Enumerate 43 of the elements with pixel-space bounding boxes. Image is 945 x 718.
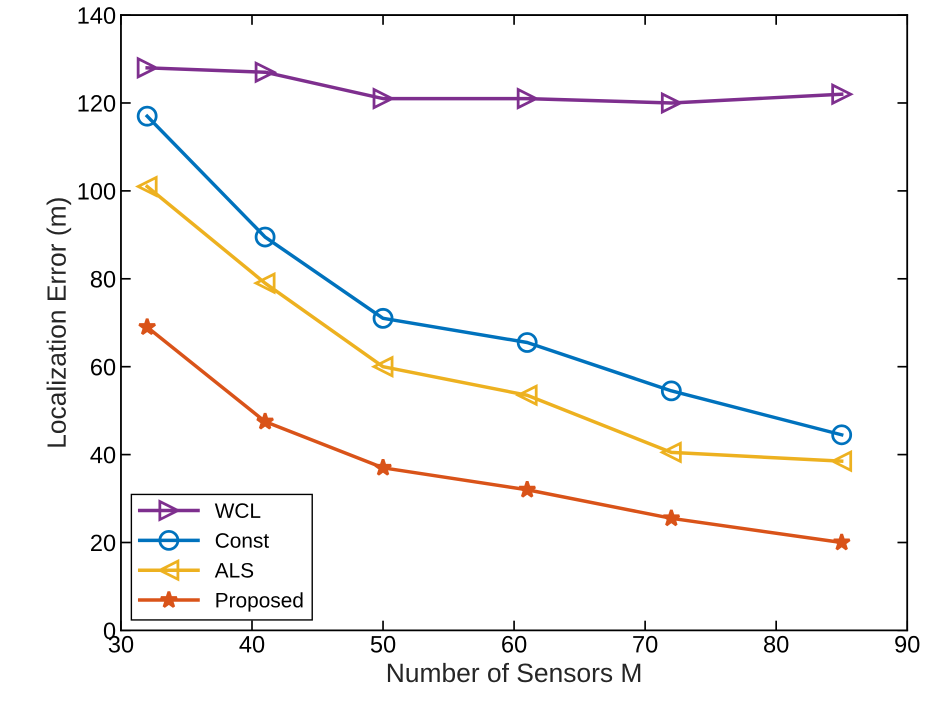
y-tick-label: 60 bbox=[91, 358, 116, 376]
y-axis-title: Localization Error (m) bbox=[46, 198, 72, 447]
legend-label: Proposed bbox=[216, 592, 303, 612]
point bbox=[831, 424, 852, 446]
point bbox=[516, 88, 538, 110]
point bbox=[138, 317, 156, 336]
point bbox=[662, 508, 681, 526]
x-tick-label: 70 bbox=[633, 636, 658, 653]
point bbox=[256, 412, 274, 430]
point bbox=[372, 88, 394, 110]
point bbox=[372, 356, 394, 378]
point bbox=[831, 84, 852, 105]
point bbox=[831, 450, 852, 472]
point bbox=[372, 308, 394, 329]
point bbox=[254, 62, 276, 83]
legend-label: ALS bbox=[214, 562, 254, 578]
point bbox=[136, 106, 158, 127]
y-tick-label: 100 bbox=[78, 182, 116, 200]
y-tick-label: 40 bbox=[90, 446, 116, 464]
x-tick-label: 90 bbox=[895, 636, 920, 653]
point bbox=[660, 92, 682, 114]
point bbox=[660, 380, 682, 402]
y-tick-label: 140 bbox=[78, 7, 116, 24]
point bbox=[660, 442, 682, 463]
x-tick-label: 40 bbox=[239, 636, 264, 653]
point bbox=[516, 332, 538, 353]
y-tick-label: 120 bbox=[78, 95, 116, 112]
point bbox=[136, 57, 158, 78]
point bbox=[832, 532, 851, 551]
x-axis-title: Number of Sensors M bbox=[388, 662, 640, 682]
point bbox=[254, 272, 276, 294]
legend-label: Const bbox=[216, 533, 269, 548]
x-tick-label: 60 bbox=[502, 636, 526, 653]
point bbox=[136, 176, 158, 197]
x-tick-label: 80 bbox=[764, 636, 788, 653]
point bbox=[374, 458, 392, 476]
point bbox=[518, 480, 536, 498]
x-tick-label: 50 bbox=[370, 636, 396, 653]
legend-label: WCL bbox=[214, 503, 260, 518]
y-tick-label: 80 bbox=[90, 270, 116, 288]
point bbox=[516, 384, 538, 406]
point bbox=[254, 226, 276, 248]
y-tick-label: 20 bbox=[91, 534, 116, 552]
